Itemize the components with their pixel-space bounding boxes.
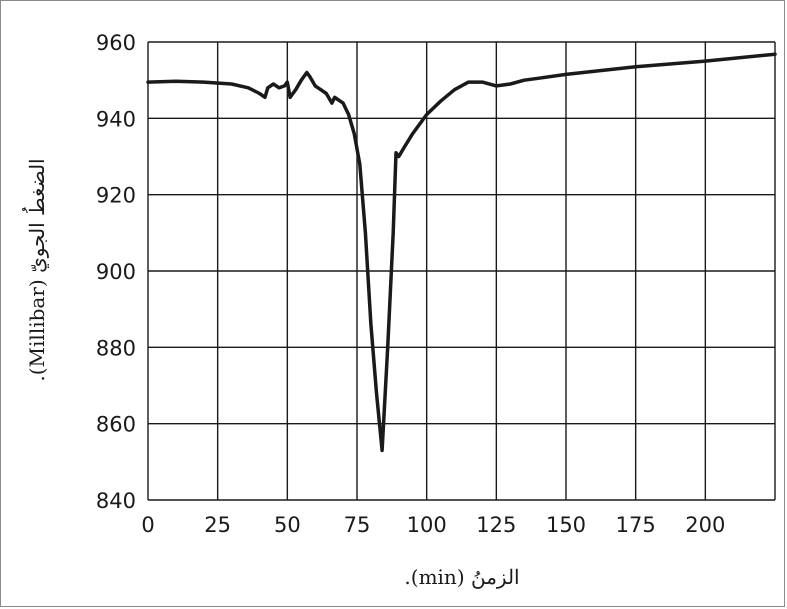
x-tick-label: 25 [204,513,231,537]
x-tick-label: 175 [616,513,656,537]
pressure-line [146,52,777,453]
x-tick-label: 125 [476,513,516,537]
x-axis-title: الزمنُ (min). [404,565,519,589]
x-tick-label: 150 [546,513,586,537]
y-tick-label: 860 [96,413,136,437]
y-axis-title: الضغطُ الجويّ (Millibar). [22,158,49,381]
x-tick-label: 0 [141,513,154,537]
x-tick-label: 75 [344,513,371,537]
x-tick-labels: 0 25 50 75 100 125 150 175 200 [141,513,725,537]
y-tick-label: 960 [96,31,136,55]
grid [147,41,776,501]
x-tick-label: 100 [407,513,447,537]
y-tick-labels: 840 860 880 900 920 940 960 [96,31,136,513]
y-tick-label: 840 [96,489,136,513]
x-tick-label: 200 [685,513,725,537]
y-tick-label: 940 [96,107,136,131]
plot-area [146,52,777,453]
y-tick-label: 920 [96,184,136,208]
y-tick-label: 880 [96,336,136,360]
y-tick-label: 900 [96,260,136,284]
x-tick-label: 50 [274,513,301,537]
